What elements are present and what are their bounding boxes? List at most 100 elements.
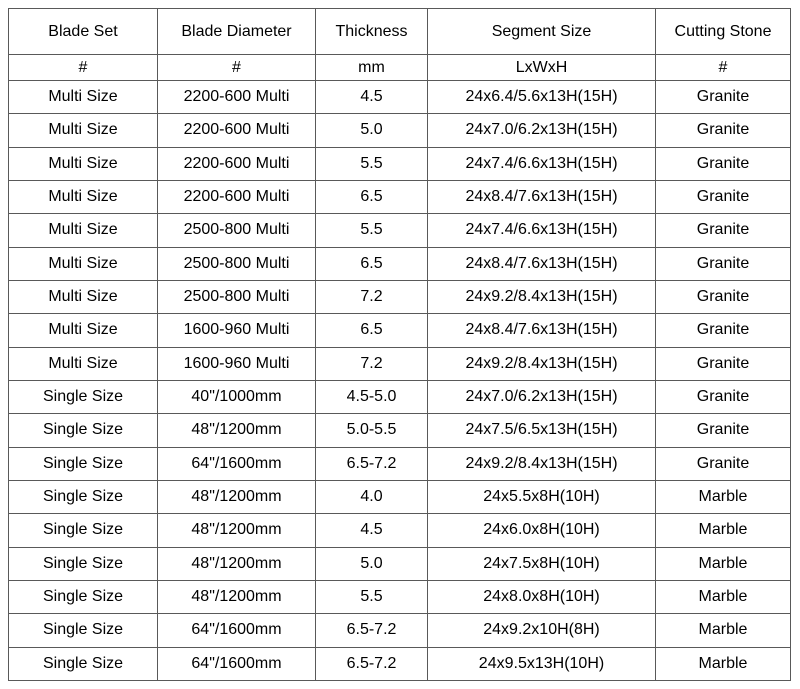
cell-blade-diameter: 48"/1200mm: [157, 546, 316, 581]
unit-cutting-stone: #: [655, 54, 791, 81]
cell-blade-diameter: 2500-800 Multi: [157, 213, 316, 248]
cell-segment-size: 24x9.2/8.4x13H(15H): [427, 446, 656, 481]
cell-cutting-stone: Marble: [655, 613, 791, 648]
cell-blade-diameter: 2500-800 Multi: [157, 279, 316, 315]
cell-cutting-stone: Marble: [655, 479, 791, 515]
cell-cutting-stone: Granite: [655, 113, 791, 148]
cell-blade-set: Multi Size: [8, 146, 158, 181]
cell-cutting-stone: Granite: [655, 146, 791, 181]
cell-blade-diameter: 2200-600 Multi: [157, 79, 316, 115]
cell-blade-set: Multi Size: [8, 246, 158, 281]
cell-segment-size: 24x9.2x10H(8H): [427, 613, 656, 648]
cell-thickness: 6.5: [315, 246, 428, 281]
cell-thickness: 7.2: [315, 346, 428, 381]
table-row: Single Size 48"/1200mm 4.0 24x5.5x8H(10H) Ma…: [8, 479, 791, 515]
cell-cutting-stone: Granite: [655, 413, 791, 448]
cell-segment-size: 24x9.2/8.4x13H(15H): [427, 346, 656, 381]
cell-thickness: 6.5-7.2: [315, 446, 428, 481]
cell-blade-set: Single Size: [8, 479, 158, 515]
cell-blade-set: Multi Size: [8, 213, 158, 248]
cell-blade-set: Single Size: [8, 513, 158, 548]
cell-cutting-stone: Granite: [655, 379, 791, 415]
cell-blade-set: Multi Size: [8, 346, 158, 381]
unit-blade-set: #: [8, 54, 158, 81]
cell-blade-set: Multi Size: [8, 179, 158, 215]
cell-blade-set: Multi Size: [8, 79, 158, 115]
cell-segment-size: 24x8.4/7.6x13H(15H): [427, 313, 656, 348]
table-row: Multi Size 1600-960 Multi 6.5 24x8.4/7.6x13…: [8, 313, 791, 348]
cell-cutting-stone: Granite: [655, 179, 791, 215]
cell-blade-diameter: 64"/1600mm: [157, 646, 316, 682]
cell-segment-size: 24x7.0/6.2x13H(15H): [427, 113, 656, 148]
table-row: Single Size 48"/1200mm 5.5 24x8.0x8H(10H) Ma…: [8, 579, 791, 615]
cell-cutting-stone: Granite: [655, 279, 791, 315]
cell-thickness: 5.5: [315, 146, 428, 181]
cell-cutting-stone: Marble: [655, 579, 791, 615]
cell-blade-set: Single Size: [8, 446, 158, 481]
cell-segment-size: 24x6.4/5.6x13H(15H): [427, 79, 656, 115]
table-units-row: # # mm LxWxH #: [8, 54, 791, 81]
cell-segment-size: 24x8.0x8H(10H): [427, 579, 656, 615]
cell-blade-set: Single Size: [8, 413, 158, 448]
table-row: Multi Size 2500-800 Multi 6.5 24x8.4/7.6x13…: [8, 246, 791, 281]
cell-thickness: 4.5-5.0: [315, 379, 428, 415]
cell-segment-size: 24x7.5x8H(10H): [427, 546, 656, 581]
column-header-thickness: Thickness: [315, 8, 428, 55]
cell-blade-set: Multi Size: [8, 279, 158, 315]
cell-blade-diameter: 48"/1200mm: [157, 513, 316, 548]
cell-blade-diameter: 48"/1200mm: [157, 479, 316, 515]
table-header-row: Blade Set Blade Diameter Thickness Segme…: [8, 8, 791, 55]
cell-blade-diameter: 2500-800 Multi: [157, 246, 316, 281]
cell-blade-set: Single Size: [8, 613, 158, 648]
table-row: Multi Size 2200-600 Multi 4.5 24x6.4/5.6x13…: [8, 79, 791, 115]
cell-thickness: 6.5: [315, 313, 428, 348]
unit-thickness: mm: [315, 54, 428, 81]
cell-segment-size: 24x7.4/6.6x13H(15H): [427, 146, 656, 181]
cell-blade-set: Single Size: [8, 646, 158, 682]
table-row: Single Size 64"/1600mm 6.5-7.2 24x9.2/8.4x1…: [8, 446, 791, 481]
table-row: Multi Size 2500-800 Multi 7.2 24x9.2/8.4x13…: [8, 279, 791, 315]
cell-segment-size: 24x7.5/6.5x13H(15H): [427, 413, 656, 448]
cell-segment-size: 24x8.4/7.6x13H(15H): [427, 179, 656, 215]
cell-cutting-stone: Granite: [655, 446, 791, 481]
column-header-cutting-stone: Cutting Stone: [655, 8, 791, 55]
cell-cutting-stone: Granite: [655, 313, 791, 348]
blade-spec-table: Blade Set Blade Diameter Thickness Segme…: [8, 8, 791, 682]
cell-blade-diameter: 64"/1600mm: [157, 613, 316, 648]
cell-thickness: 6.5: [315, 179, 428, 215]
cell-blade-set: Single Size: [8, 546, 158, 581]
cell-thickness: 5.0-5.5: [315, 413, 428, 448]
cell-segment-size: 24x5.5x8H(10H): [427, 479, 656, 515]
cell-segment-size: 24x6.0x8H(10H): [427, 513, 656, 548]
cell-cutting-stone: Granite: [655, 79, 791, 115]
cell-thickness: 4.0: [315, 479, 428, 515]
cell-blade-diameter: 2200-600 Multi: [157, 179, 316, 215]
table-row: Multi Size 2500-800 Multi 5.5 24x7.4/6.6x13…: [8, 213, 791, 248]
cell-blade-set: Single Size: [8, 579, 158, 615]
table-row: Multi Size 1600-960 Multi 7.2 24x9.2/8.4x13…: [8, 346, 791, 381]
table-row: Single Size 48"/1200mm 5.0-5.5 24x7.5/6.5x1…: [8, 413, 791, 448]
unit-segment-size: LxWxH: [427, 54, 656, 81]
cell-segment-size: 24x7.4/6.6x13H(15H): [427, 213, 656, 248]
cell-thickness: 7.2: [315, 279, 428, 315]
cell-blade-set: Multi Size: [8, 313, 158, 348]
cell-cutting-stone: Marble: [655, 546, 791, 581]
table-row: Single Size 48"/1200mm 4.5 24x6.0x8H(10H) Ma…: [8, 513, 791, 548]
cell-segment-size: 24x7.0/6.2x13H(15H): [427, 379, 656, 415]
cell-blade-diameter: 64"/1600mm: [157, 446, 316, 481]
cell-segment-size: 24x9.2/8.4x13H(15H): [427, 279, 656, 315]
cell-blade-diameter: 48"/1200mm: [157, 413, 316, 448]
cell-thickness: 5.5: [315, 579, 428, 615]
cell-thickness: 5.0: [315, 546, 428, 581]
column-header-blade-set: Blade Set: [8, 8, 158, 55]
unit-blade-diameter: #: [157, 54, 316, 81]
cell-segment-size: 24x9.5x13H(10H): [427, 646, 656, 682]
cell-blade-diameter: 1600-960 Multi: [157, 313, 316, 348]
cell-blade-diameter: 1600-960 Multi: [157, 346, 316, 381]
cell-blade-set: Single Size: [8, 379, 158, 415]
cell-blade-set: Multi Size: [8, 113, 158, 148]
column-header-segment-size: Segment Size: [427, 8, 656, 55]
cell-cutting-stone: Marble: [655, 646, 791, 682]
cell-thickness: 4.5: [315, 79, 428, 115]
